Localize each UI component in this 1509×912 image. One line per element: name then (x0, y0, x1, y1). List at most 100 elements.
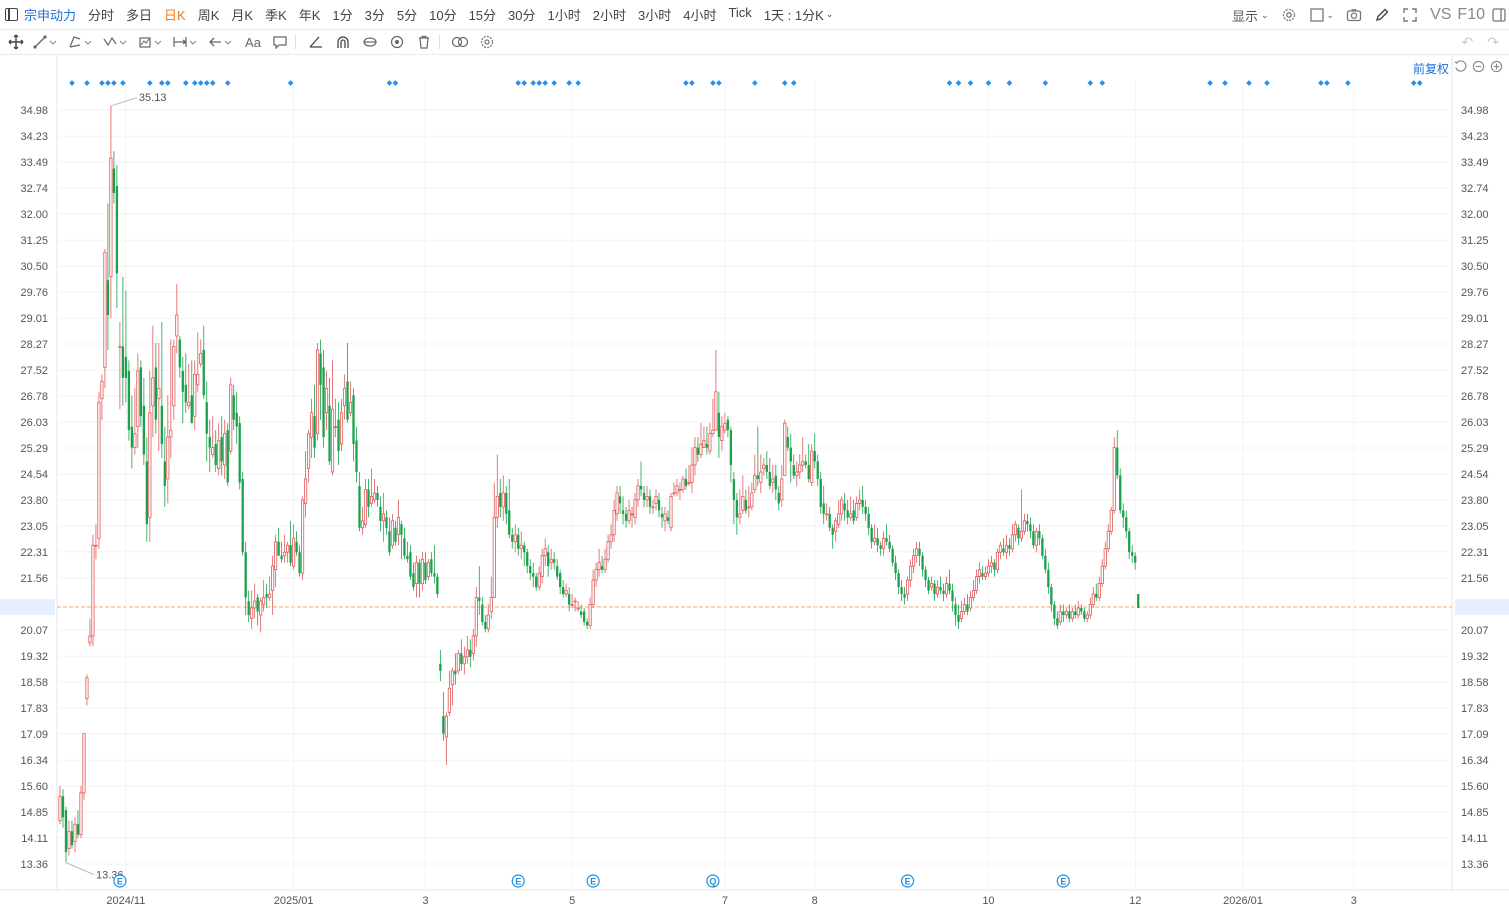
drawing-settings-gear-icon[interactable] (476, 33, 498, 51)
period-tab[interactable]: 5分 (396, 8, 418, 23)
candle-body (852, 510, 855, 521)
candle-body (202, 349, 205, 396)
period-tab[interactable]: 周K (197, 8, 220, 23)
candle (484, 614, 487, 633)
event-marker[interactable]: E (1056, 874, 1070, 888)
candle-body (1128, 531, 1131, 553)
hide-drawings-icon[interactable] (359, 33, 381, 51)
wave-tool-icon[interactable] (102, 33, 132, 51)
period-tab[interactable]: 3小时 (637, 8, 672, 23)
signal-dot (716, 80, 722, 86)
camera-icon[interactable] (1346, 7, 1362, 23)
candle (912, 548, 916, 574)
candle-body (858, 499, 862, 504)
period-tab[interactable]: 15分 (468, 8, 497, 23)
period-tab[interactable]: 4小时 (683, 8, 717, 23)
candle (1068, 604, 1071, 622)
event-marker[interactable]: E (511, 874, 525, 888)
event-marker[interactable]: Q (706, 874, 720, 888)
visibility-eye-icon[interactable] (386, 33, 408, 51)
event-marker[interactable]: E (113, 874, 127, 888)
period-tab[interactable]: 3分 (364, 8, 385, 23)
zoom-out-icon[interactable] (1472, 60, 1485, 73)
comment-icon[interactable] (269, 33, 291, 51)
sidebar-toggle-icon[interactable] (5, 8, 18, 21)
undo-icon[interactable]: ↶ (1461, 34, 1474, 50)
magnet-icon[interactable] (332, 33, 354, 51)
candle (918, 541, 921, 567)
display-select[interactable]: 显示 ⌄ (1232, 6, 1269, 25)
candle-body (810, 450, 814, 483)
fullscreen-icon[interactable] (1402, 7, 1418, 23)
candle-body (792, 465, 795, 476)
channel-tool-icon[interactable] (67, 33, 97, 51)
event-marker[interactable]: E (900, 874, 915, 888)
candle (933, 580, 936, 602)
period-tab[interactable]: 1小时 (547, 8, 581, 23)
period-tab[interactable]: 2小时 (592, 8, 626, 23)
trend-line-icon[interactable] (32, 33, 62, 51)
candle-body (208, 437, 211, 448)
period-tab[interactable]: 日K (164, 8, 186, 23)
period-tab[interactable]: 30分 (508, 8, 536, 23)
vs-button[interactable]: VS (1430, 6, 1452, 23)
candle-body (376, 492, 379, 500)
candle-body (693, 447, 697, 466)
candle-body (547, 552, 550, 567)
candle (792, 454, 795, 479)
candle (974, 569, 979, 595)
redo-icon[interactable]: ↷ (1487, 34, 1499, 50)
candle (178, 335, 181, 378)
measure-tool-icon[interactable] (172, 33, 202, 51)
panel-toggle-icon[interactable] (1491, 7, 1507, 23)
period-tab[interactable]: 年K (298, 8, 321, 23)
candle (1128, 527, 1131, 560)
interval-select[interactable]: 1天 : 1分K ⌄ (764, 5, 834, 24)
candle-body (909, 565, 913, 581)
event-marker[interactable]: E (586, 874, 600, 888)
signal-dot (752, 80, 758, 86)
candle (873, 524, 877, 546)
period-tab[interactable]: 季K (265, 8, 287, 23)
candle (1053, 601, 1056, 626)
candle-body (726, 419, 730, 431)
candle (948, 569, 951, 595)
zoom-in-icon[interactable] (1490, 60, 1503, 73)
period-tab[interactable]: 月K (231, 8, 254, 23)
stock-symbol[interactable]: 宗申动力 (24, 8, 77, 23)
pencil-icon[interactable] (1374, 7, 1390, 23)
period-tab[interactable]: 1分 (332, 8, 353, 23)
candle-body (400, 524, 403, 535)
candle-body (1103, 548, 1107, 567)
layout-select[interactable]: ⌄ (1309, 7, 1334, 23)
zoom-controls (1454, 60, 1503, 73)
period-tab[interactable]: 10分 (429, 8, 457, 23)
settings-gear-icon[interactable] (1281, 7, 1297, 23)
trash-icon[interactable] (413, 33, 435, 51)
candlestick-chart[interactable]: 35.13 13.36 E E E Q E E 34.98 34.98 34.23 34.23 33.… (0, 55, 1509, 912)
period-tab[interactable]: 分时 (88, 8, 115, 23)
candle (553, 552, 556, 570)
candle (705, 426, 709, 455)
candle (376, 485, 379, 507)
candle-body (765, 465, 768, 473)
candle-body (478, 597, 481, 602)
candle-body (211, 447, 215, 455)
text-tool-icon[interactable]: Aa (245, 34, 261, 50)
compare-overlay-icon[interactable] (449, 33, 471, 51)
move-cross-icon[interactable] (5, 33, 27, 51)
candle (843, 492, 846, 521)
candle (633, 492, 637, 525)
y-axis-label-left: 18.58 (20, 677, 48, 689)
min-leader-line (65, 862, 95, 876)
reset-icon[interactable] (1454, 60, 1467, 73)
candle-body (501, 492, 505, 508)
f10-button[interactable]: F10 (1457, 6, 1485, 23)
period-tab[interactable]: 多日 (126, 8, 153, 23)
price-adjust-select[interactable]: 前复权 (1412, 62, 1449, 76)
pattern-tool-icon[interactable] (137, 33, 167, 51)
arrow-tool-icon[interactable] (207, 33, 237, 51)
y-axis-label-left: 23.80 (20, 495, 48, 507)
angle-ruler-icon[interactable] (305, 33, 327, 51)
period-tab[interactable]: Tick (728, 5, 752, 20)
